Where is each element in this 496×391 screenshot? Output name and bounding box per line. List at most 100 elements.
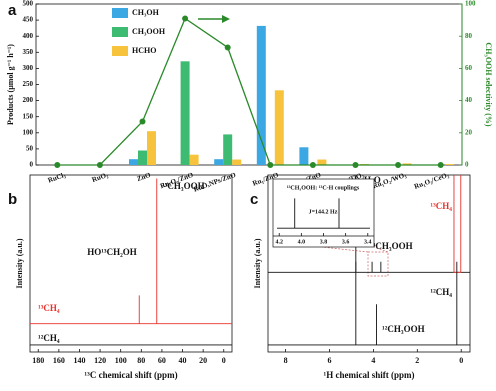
legend-label: CH₃OOH	[132, 27, 166, 36]
x-tick-label: 160	[53, 356, 65, 365]
spectrum	[277, 198, 370, 229]
x-tick-label: 4.0	[298, 239, 306, 245]
x-tick-label: 40	[179, 356, 187, 365]
y-tick-label: 400	[23, 32, 34, 40]
x-tick-label: RuO₂	[91, 171, 109, 184]
bar	[402, 163, 412, 165]
y2-tick-label: 0	[465, 161, 469, 169]
spectrum	[453, 175, 462, 273]
x-tick-label: 60	[158, 356, 166, 365]
plot-frame	[267, 174, 471, 353]
y2-tick-label: 20	[465, 128, 473, 136]
selectivity-marker	[395, 162, 402, 168]
y2-tick-label: 80	[465, 32, 473, 40]
x-tick-label: 20	[199, 356, 207, 365]
spectrum	[268, 261, 470, 346]
bar	[256, 25, 266, 166]
plot-frame	[35, 3, 463, 166]
x-tick-label: 180	[32, 356, 44, 365]
zoom-box	[367, 251, 389, 277]
annotation: HO¹³CH₂OH	[87, 247, 137, 257]
x-tick-label: Ru₁O₂/CeO₂	[413, 171, 450, 191]
plot-frame	[29, 174, 233, 353]
bar	[299, 147, 309, 165]
selectivity-arrow	[198, 15, 230, 23]
annotation: ¹³CH₄	[38, 303, 60, 313]
panel-label: a	[8, 2, 17, 19]
x-tick-label: 3.8	[320, 239, 328, 245]
x-tick-label: 80	[137, 356, 145, 365]
selectivity-marker	[182, 15, 189, 22]
y-tick-label: 500	[23, 0, 34, 8]
x-tick-label: 0	[459, 356, 463, 365]
x-tick-label: 3.6	[342, 239, 350, 245]
selectivity-marker	[267, 162, 274, 168]
y2-tick-label: 100	[465, 0, 476, 8]
bar	[317, 159, 327, 165]
bar	[189, 154, 199, 165]
bar	[138, 150, 147, 165]
panel-label: c	[250, 191, 258, 208]
x-tick-label: RuCl₃	[47, 171, 67, 185]
x-tick-label: 8	[284, 356, 288, 365]
y-tick-label: 200	[23, 96, 34, 104]
annotation: ¹²CH₄	[430, 287, 452, 297]
selectivity-marker	[437, 162, 444, 168]
y-tick-label: 0	[30, 161, 34, 169]
bar	[129, 159, 138, 165]
y-tick-label: 100	[23, 128, 34, 136]
annotation: J=144.2 Hz	[309, 209, 338, 215]
legend-label: CH₃OH	[132, 8, 160, 17]
selectivity-marker	[96, 162, 103, 168]
arrow-head	[222, 15, 230, 23]
legend-swatch	[112, 46, 128, 56]
annotation: ¹³CH₃OOH	[370, 241, 413, 251]
legend-swatch	[112, 8, 128, 18]
annotation: ¹³CH₄	[430, 201, 452, 211]
x-tick-label: ZnO	[136, 171, 152, 183]
x-tick-label: 140	[73, 356, 85, 365]
x-tick-label: 6	[327, 356, 331, 365]
y-tick-label: 350	[23, 48, 34, 56]
bar	[223, 134, 233, 165]
y2-tick-label: 40	[465, 96, 473, 104]
x-tick-label: 4.2	[275, 239, 283, 245]
legend-swatch	[112, 27, 128, 37]
zoom-link	[373, 246, 389, 253]
selectivity-line	[57, 17, 441, 166]
zoom-indicator	[321, 246, 389, 277]
bar	[274, 90, 284, 165]
selectivity-marker	[352, 162, 359, 168]
y2-axis-title: CH₃OOH selectivity (%)	[484, 42, 493, 126]
selectivity-marker	[309, 162, 316, 168]
x-axis-title: ¹H chemical shift (ppm)	[324, 370, 415, 380]
zoom-link	[321, 246, 369, 253]
y-axis-title: Intensity (a.u.)	[253, 238, 262, 288]
x-tick-label: 4	[371, 356, 375, 365]
y-axis-title: Intensity (a.u.)	[15, 238, 24, 288]
bar	[445, 164, 455, 165]
annotation: ¹²CH₃OOH	[382, 324, 425, 334]
spectrum	[30, 178, 232, 325]
y-tick-label: 150	[23, 112, 34, 120]
y-tick-label: 450	[23, 16, 34, 24]
panel-label: b	[8, 191, 17, 208]
y2-tick-label: 60	[465, 64, 473, 72]
x-tick-label: 2	[415, 356, 419, 365]
x-tick-label: 120	[94, 356, 106, 365]
bar	[180, 61, 190, 165]
x-tick-label: 0	[222, 356, 226, 365]
annotation: ¹³CH₃OOH	[162, 181, 205, 191]
x-axis-title: ¹³C chemical shift (ppm)	[84, 370, 177, 380]
x-tick-label: 100	[115, 356, 127, 365]
annotation: ¹³CH₃OOH: ¹³C-H couplings	[287, 185, 360, 191]
bar	[232, 159, 242, 165]
annotation: ¹²CH₄	[38, 333, 60, 343]
bar	[147, 131, 156, 165]
y-tick-label: 300	[23, 64, 34, 72]
y-tick-label: 250	[23, 80, 34, 88]
bar	[214, 159, 224, 165]
x-tick-label: 3.4	[364, 239, 372, 245]
selectivity-marker	[139, 118, 146, 125]
legend-label: HCHO	[132, 46, 156, 55]
